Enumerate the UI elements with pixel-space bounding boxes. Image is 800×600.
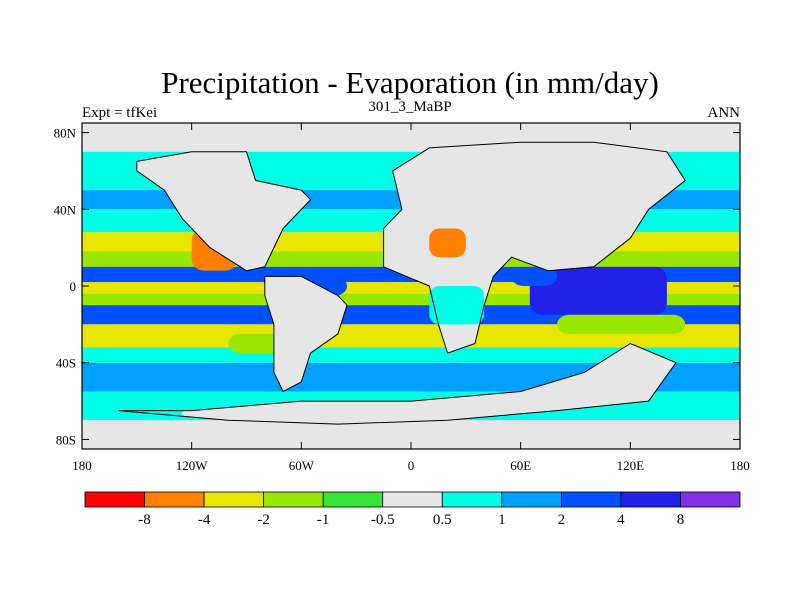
colorbar-swatch-8 <box>560 491 622 508</box>
coastline-australia-antarctica <box>118 342 677 425</box>
colorbar-swatch-7 <box>501 491 562 508</box>
land-field-patch-0 <box>429 228 466 258</box>
colorbar-swatch-2 <box>203 491 265 508</box>
zonal-band-7 <box>82 282 740 294</box>
x-tick-label: 120E <box>617 458 645 473</box>
season-label: ANN <box>708 105 741 121</box>
x-tick-label: 120W <box>176 458 209 473</box>
y-tick-label: 40S <box>56 356 76 371</box>
colorbar-label: -8 <box>138 512 151 528</box>
colorbar-swatch-1 <box>144 491 205 508</box>
colorbar-swatch-10 <box>680 491 741 508</box>
y-tick-label: 80S <box>56 432 76 447</box>
coastlines <box>118 141 686 425</box>
field-patch-5 <box>557 314 686 334</box>
colorbar-swatch-6 <box>441 491 503 508</box>
chart-title: Precipitation - Evaporation (in mm/day) <box>161 65 659 100</box>
colorbar-label: -4 <box>198 512 211 528</box>
axis-ticks: 180 120W 60W 0 60E 120E 180 80N 40N 0 40S 80S <box>54 123 750 473</box>
colorbar: -8 -4 -2 -1 -0.5 0.5 1 2 4 8 <box>84 491 741 528</box>
experiment-label: Expt = tfKei <box>82 105 157 121</box>
colorbar-swatch-4 <box>322 491 384 508</box>
x-tick-label: 60E <box>510 458 531 473</box>
colorbar-label: 0.5 <box>433 512 452 528</box>
x-tick-label: 180 <box>730 458 750 473</box>
land-field-patch-1 <box>429 286 485 325</box>
colorbar-label: -2 <box>257 512 270 528</box>
colorbar-swatch-9 <box>620 491 681 508</box>
colorbar-label: 4 <box>617 512 625 528</box>
land-north-america <box>136 151 311 271</box>
colorbar-label: 2 <box>558 512 566 528</box>
land-australia-antarctica <box>118 343 677 425</box>
field-patch-2 <box>529 266 667 315</box>
land-south-america <box>264 276 347 392</box>
colorbar-swatch-5 <box>382 491 443 508</box>
zonal-band-8 <box>82 293 740 306</box>
chart-subtitle: 301_3_MaBP <box>368 99 451 115</box>
colorbar-swatch-0 <box>84 491 145 508</box>
x-tick-label: 60W <box>289 458 315 473</box>
colorbar-label: -1 <box>317 512 330 528</box>
coastline-africa-eurasia <box>383 141 686 354</box>
y-tick-label: 0 <box>70 279 77 294</box>
x-tick-label: 0 <box>408 458 415 473</box>
y-tick-label: 80N <box>54 126 77 141</box>
field-patch-4 <box>511 266 558 286</box>
colorbar-label: 1 <box>498 512 506 528</box>
coastline-south-america <box>264 275 348 393</box>
colorbar-label: 8 <box>677 512 685 528</box>
colorbar-swatch-3 <box>263 491 324 508</box>
y-tick-label: 40N <box>54 202 77 217</box>
coastline-north-america <box>136 151 312 272</box>
x-tick-label: 180 <box>72 458 92 473</box>
colorbar-label: -0.5 <box>371 512 395 528</box>
map-plot-area <box>82 123 740 449</box>
